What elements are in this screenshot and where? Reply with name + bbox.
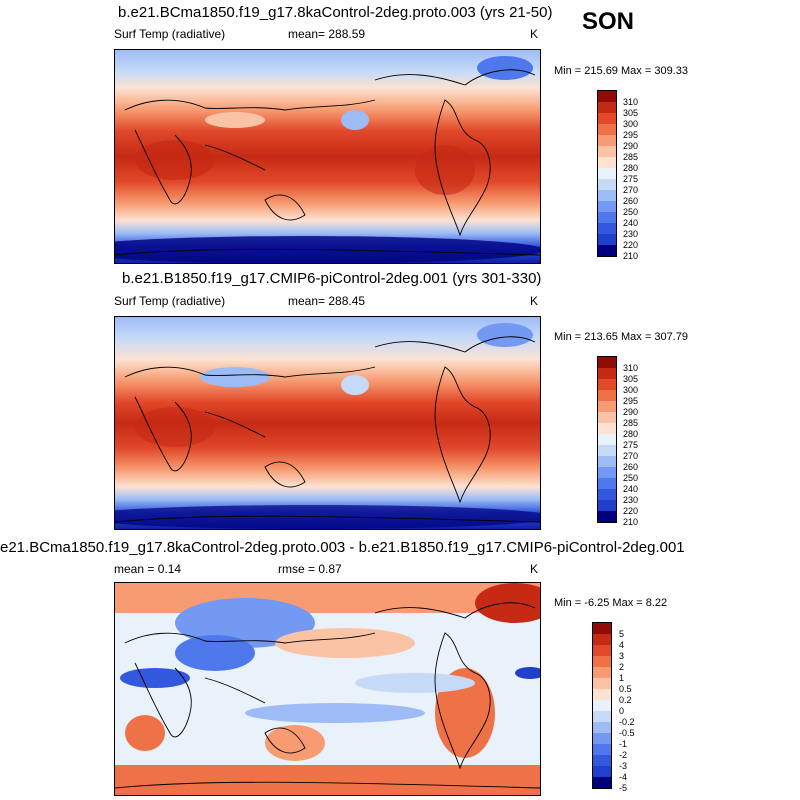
panel-3-max-value: 8.22 [645, 597, 668, 609]
panel-3-units: K [530, 562, 539, 576]
panel-3-rmse: rmse = 0.87 [278, 562, 342, 576]
panel-1-cbar-label-4: 290 [623, 141, 639, 151]
panel-1-cbar-label-1: 305 [623, 108, 639, 118]
panel-2-cbar-label-2: 300 [623, 385, 639, 395]
panel-1-units: K [530, 27, 539, 41]
panel-2-mean: mean= 288.45 [288, 294, 365, 308]
panel-1-cbar-label-3: 295 [623, 130, 639, 140]
panel-3-colorbar [592, 622, 612, 789]
panel-3-cbar-label-4: 1 [619, 673, 625, 683]
panel-1-max-value: 309.33 [654, 65, 688, 77]
panel-3-cbar-label-5: 0.5 [619, 684, 632, 694]
panel-2-units: K [530, 294, 539, 308]
panel-2-cbar-label-4: 290 [623, 407, 639, 417]
panel-2-cbar-label-0: 310 [623, 363, 639, 373]
panel-1-min-label: Min = [554, 65, 582, 77]
panel-2-max-value: 307.79 [654, 331, 688, 343]
panel-3-cbar-label-7: 0 [619, 706, 625, 716]
panel-2-max-label: Max = [621, 331, 652, 343]
panel-3-cbar-label-14: -5 [619, 783, 628, 793]
panel-1-mean-value: 288.59 [328, 27, 366, 41]
panel-1-colorbar [597, 90, 617, 257]
panel-2-cbar-label-8: 270 [623, 451, 639, 461]
panel-2-cbar-label-6: 280 [623, 429, 639, 439]
panel-3-cbar-label-6: 0.2 [619, 695, 632, 705]
panel-2-map [114, 316, 541, 530]
panel-1-cbar-label-6: 280 [623, 163, 639, 173]
panel-2-title: b.e21.B1850.f19_g17.CMIP6-piControl-2deg… [122, 270, 542, 287]
panel-1-cbar-label-11: 240 [623, 218, 639, 228]
panel-1-variable: Surf Temp (radiative) [114, 27, 226, 41]
panel-3-cbar-label-1: 4 [619, 640, 625, 650]
season-label: SON [582, 8, 635, 35]
panel-3-map [114, 582, 541, 796]
panel-3-rmse-label: rmse = [278, 562, 316, 576]
panel-3-minmax: Min = -6.25 Max = 8.22 [554, 597, 667, 609]
panel-3-cbar-label-3: 2 [619, 662, 625, 672]
panel-2-variable: Surf Temp (radiative) [114, 294, 226, 308]
panel-2-cbar-label-5: 285 [623, 418, 639, 428]
panel-3-min-value: -6.25 [584, 597, 610, 609]
panel-3-cbar-label-9: -0.5 [619, 728, 635, 738]
panel-3-cbar-label-13: -4 [619, 772, 628, 782]
panel-3-cbar-label-8: -0.2 [619, 717, 635, 727]
panel-2-minmax: Min = 213.65 Max = 307.79 [554, 331, 688, 343]
panel-1-cbar-label-9: 260 [623, 196, 639, 206]
panel-1-max-label: Max = [621, 65, 652, 77]
panel-1-mean: mean= 288.59 [288, 27, 365, 41]
panel-2-cbar-label-7: 275 [623, 440, 639, 450]
panel-2-min-label: Min = [554, 331, 582, 343]
panel-1-mean-label: mean= [288, 27, 326, 41]
panel-1-title: b.e21.BCma1850.f19_g17.8kaControl-2deg.p… [118, 4, 553, 21]
panel-3-min-label: Min = [554, 597, 582, 609]
panel-1-cbar-label-8: 270 [623, 185, 639, 195]
panel-1-cbar-label-14: 210 [623, 251, 639, 261]
panel-1-cbar-label-7: 275 [623, 174, 639, 184]
panel-3-mean-label: mean = [114, 562, 155, 576]
panel-1-cbar-label-12: 230 [623, 229, 639, 239]
panel-2-cbar-label-9: 260 [623, 462, 639, 472]
panel-1-cbar-label-10: 250 [623, 207, 639, 217]
panel-2-cbar-label-3: 295 [623, 396, 639, 406]
panel-1-cbar-label-0: 310 [623, 97, 639, 107]
panel-2-mean-value: 288.45 [328, 294, 366, 308]
panel-3-cbar-label-11: -2 [619, 750, 628, 760]
panel-2-min-value: 213.65 [584, 331, 618, 343]
panel-2-field [115, 317, 540, 529]
panel-3-cbar-label-10: -1 [619, 739, 628, 749]
panel-3-max-label: Max = [612, 597, 643, 609]
panel-2-cbar-label-1: 305 [623, 374, 639, 384]
panel-3-mean-value: 0.14 [157, 562, 182, 576]
panel-3-cbar-label-12: -3 [619, 761, 628, 771]
panel-2-mean-label: mean= [288, 294, 326, 308]
panel-1-cbar-label-2: 300 [623, 119, 639, 129]
panel-2-cbar-label-12: 230 [623, 495, 639, 505]
panel-1-min-value: 215.69 [584, 65, 618, 77]
panel-1-field [115, 50, 540, 263]
panel-3-cbar-label-0: 5 [619, 629, 625, 639]
panel-3-field [115, 583, 540, 795]
panel-1-map [114, 49, 541, 264]
panel-2-cbar-label-10: 250 [623, 473, 639, 483]
panel-2-cbar-label-11: 240 [623, 484, 639, 494]
panel-1-cbar-label-5: 285 [623, 152, 639, 162]
panel-1-cbar-label-13: 220 [623, 240, 639, 250]
panel-3-mean: mean = 0.14 [114, 562, 181, 576]
panel-3-cbar-label-2: 3 [619, 651, 625, 661]
panel-3-title: e21.BCma1850.f19_g17.8kaControl-2deg.pro… [0, 539, 685, 556]
panel-2-cbar-label-14: 210 [623, 517, 639, 527]
panel-2-cbar-label-13: 220 [623, 506, 639, 516]
panel-2-colorbar [597, 356, 617, 523]
panel-3-rmse-value: 0.87 [318, 562, 342, 576]
panel-1-minmax: Min = 215.69 Max = 309.33 [554, 65, 688, 77]
